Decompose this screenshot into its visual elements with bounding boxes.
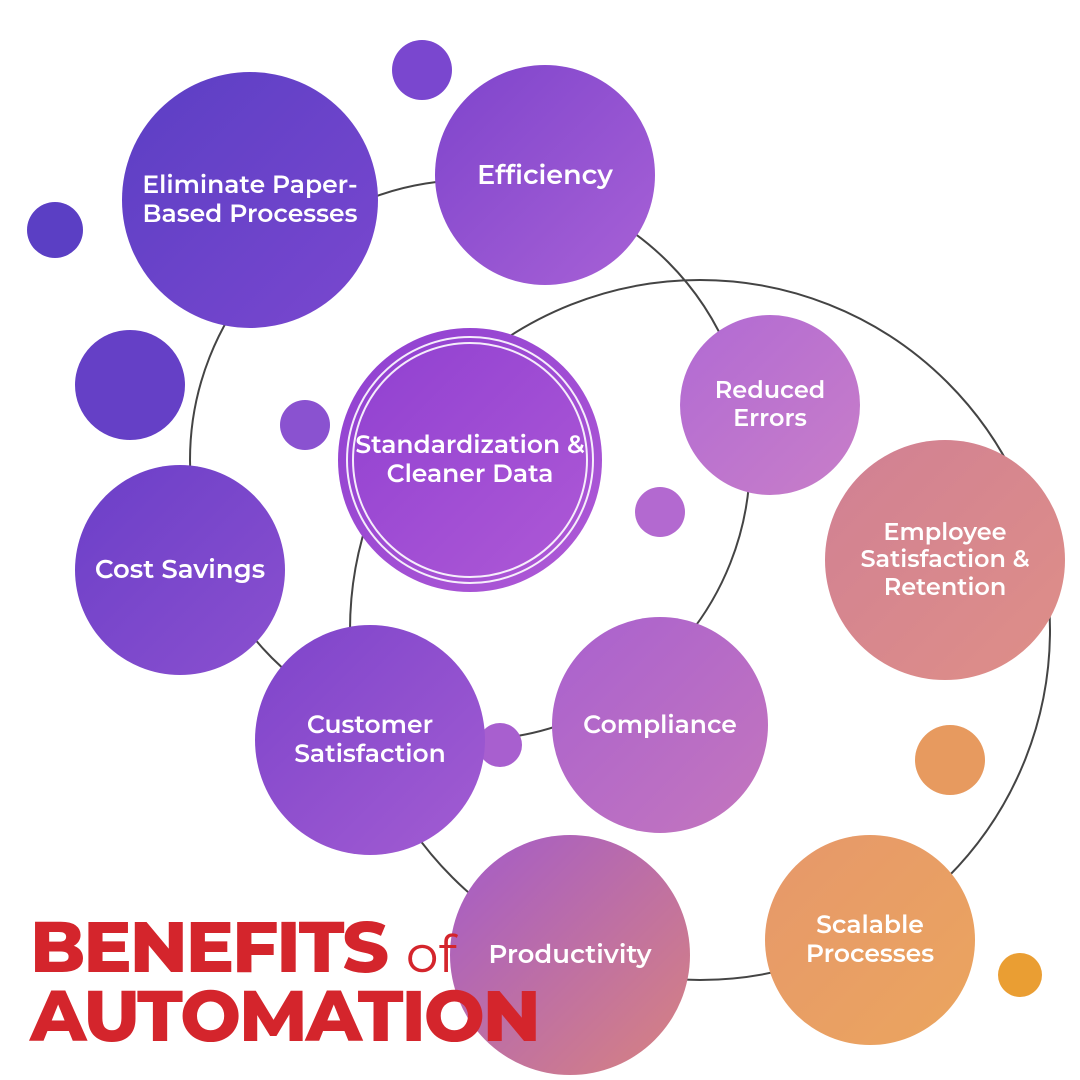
bubble-customer: Customer Satisfaction xyxy=(255,625,485,855)
bubble-label: Cost Savings xyxy=(95,555,265,585)
infographic-canvas: Standardization & Cleaner Data Eliminate … xyxy=(0,0,1080,1080)
bubble-scalable: Scalable Processes xyxy=(765,835,975,1045)
decorative-dot xyxy=(75,330,185,440)
title-line-2: AUTOMATION xyxy=(30,982,539,1050)
decorative-dot xyxy=(27,202,83,258)
bubble-label: Employee Satisfaction & Retention xyxy=(837,519,1053,602)
bubble-label: Scalable Processes xyxy=(777,911,963,969)
decorative-dot xyxy=(635,487,685,537)
decorative-dot xyxy=(915,725,985,795)
bubble-eliminate: Eliminate Paper-Based Processes xyxy=(122,72,378,328)
bubble-label: Customer Satisfaction xyxy=(267,711,473,769)
bubble-label: Reduced Errors xyxy=(692,377,848,432)
decorative-dot xyxy=(392,40,452,100)
bubble-label: Eliminate Paper-Based Processes xyxy=(134,171,366,229)
bubble-compliance: Compliance xyxy=(552,617,768,833)
bubble-cost: Cost Savings xyxy=(75,465,285,675)
bubble-label: Efficiency xyxy=(477,159,613,190)
bubble-reduced: Reduced Errors xyxy=(680,315,860,495)
bubble-employee: Employee Satisfaction & Retention xyxy=(825,440,1065,680)
bubble-efficiency: Efficiency xyxy=(435,65,655,285)
bubble-label: Standardization & Cleaner Data xyxy=(350,431,590,489)
decorative-dot xyxy=(998,953,1042,997)
bubble-center: Standardization & Cleaner Data xyxy=(338,328,602,592)
bubble-label: Compliance xyxy=(583,711,737,740)
title-block: BENEFITS of AUTOMATION xyxy=(30,913,539,1050)
decorative-dot xyxy=(280,400,330,450)
